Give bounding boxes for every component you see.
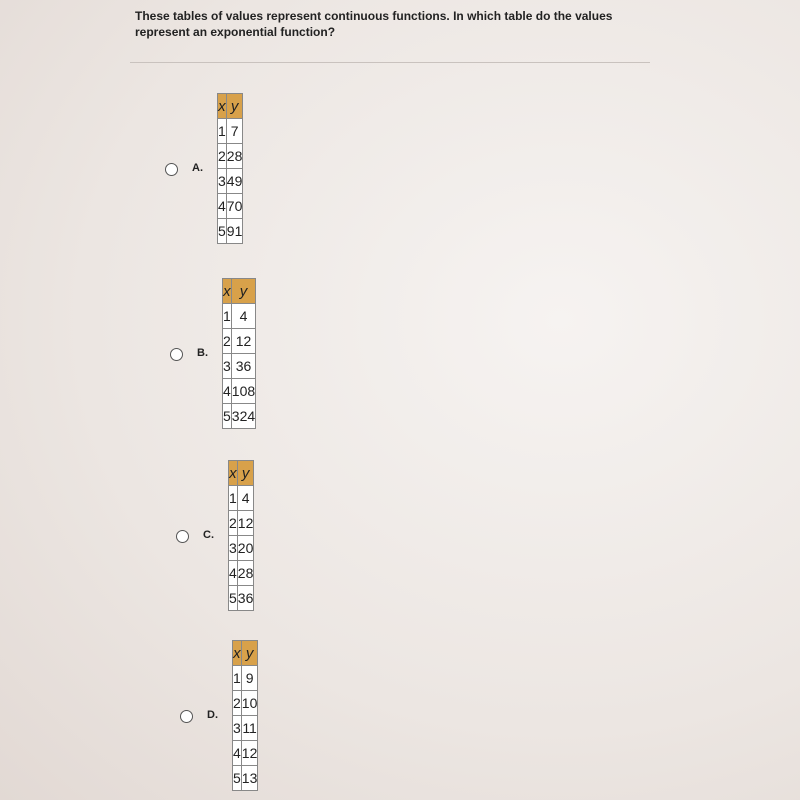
table-cell: 12 <box>240 740 259 766</box>
column-header: y <box>240 640 259 666</box>
values-table: x y 1 7 2 28 3 49 4 70 5 91 <box>217 93 244 244</box>
table-cell: 36 <box>230 353 257 379</box>
table-cell: 2 <box>222 328 232 354</box>
column-header: x <box>222 278 232 304</box>
table-row: 2 28 <box>217 143 244 169</box>
table-cell: 11 <box>240 715 259 741</box>
table-cell: 5 <box>222 403 232 429</box>
table-cell: 5 <box>217 218 227 244</box>
table-cell: 70 <box>225 193 244 219</box>
table-row: 3 20 <box>228 535 255 561</box>
table-cell: 4 <box>230 303 257 329</box>
table-row: 2 12 <box>228 510 255 536</box>
table-row: 2 12 <box>222 328 257 354</box>
radio-button[interactable] <box>176 530 189 543</box>
table-cell: 4 <box>222 378 232 404</box>
column-header: y <box>236 460 255 486</box>
table-cell: 49 <box>225 168 244 194</box>
table-cell: 108 <box>230 378 257 404</box>
table-cell: 9 <box>240 665 259 691</box>
table-cell: 3 <box>222 353 232 379</box>
table-cell: 20 <box>236 535 255 561</box>
table-row: 4 70 <box>217 193 244 219</box>
table-row: 5 36 <box>228 585 255 611</box>
table-row: 5 91 <box>217 218 244 244</box>
table-row: 5 324 <box>222 403 257 429</box>
option-letter: A. <box>192 162 203 174</box>
table-cell: 5 <box>232 765 242 791</box>
table-cell: 10 <box>240 690 259 716</box>
column-header: y <box>225 93 244 119</box>
table-cell: 1 <box>217 118 227 144</box>
table-row: 3 36 <box>222 353 257 379</box>
table-row: 4 12 <box>232 740 259 766</box>
table-cell: 2 <box>228 510 238 536</box>
table-row: 3 49 <box>217 168 244 194</box>
table-cell: 2 <box>217 143 227 169</box>
table-row: 3 11 <box>232 715 259 741</box>
radio-button[interactable] <box>170 348 183 361</box>
table-cell: 7 <box>225 118 244 144</box>
column-header: x <box>228 460 238 486</box>
option-letter: D. <box>207 709 218 721</box>
column-header: x <box>232 640 242 666</box>
radio-button[interactable] <box>165 163 178 176</box>
table-cell: 2 <box>232 690 242 716</box>
table-cell: 324 <box>230 403 257 429</box>
divider <box>130 62 650 63</box>
table-cell: 12 <box>236 510 255 536</box>
table-cell: 1 <box>228 485 238 511</box>
table-cell: 28 <box>236 560 255 586</box>
table-cell: 91 <box>225 218 244 244</box>
table-cell: 3 <box>228 535 238 561</box>
question-text: These tables of values represent continu… <box>135 9 613 39</box>
table-row: 4 28 <box>228 560 255 586</box>
table-cell: 13 <box>240 765 259 791</box>
option-letter: B. <box>197 347 208 359</box>
table-cell: 12 <box>230 328 257 354</box>
table-cell: 28 <box>225 143 244 169</box>
table-row: 2 10 <box>232 690 259 716</box>
table-row: 4 108 <box>222 378 257 404</box>
table-cell: 4 <box>232 740 242 766</box>
table-cell: 4 <box>228 560 238 586</box>
option-letter: C. <box>203 529 214 541</box>
values-table: x y 1 4 2 12 3 36 4 108 5 324 <box>222 278 257 429</box>
radio-button[interactable] <box>180 710 193 723</box>
table-cell: 5 <box>228 585 238 611</box>
values-table: x y 1 4 2 12 3 20 4 28 5 36 <box>228 460 255 611</box>
table-cell: 4 <box>217 193 227 219</box>
column-header: y <box>230 278 257 304</box>
table-cell: 4 <box>236 485 255 511</box>
column-header: x <box>217 93 227 119</box>
table-cell: 3 <box>217 168 227 194</box>
table-cell: 1 <box>222 303 232 329</box>
values-table: x y 1 9 2 10 3 11 4 12 5 13 <box>232 640 259 791</box>
table-cell: 1 <box>232 665 242 691</box>
table-row: 5 13 <box>232 765 259 791</box>
table-cell: 3 <box>232 715 242 741</box>
table-cell: 36 <box>236 585 255 611</box>
